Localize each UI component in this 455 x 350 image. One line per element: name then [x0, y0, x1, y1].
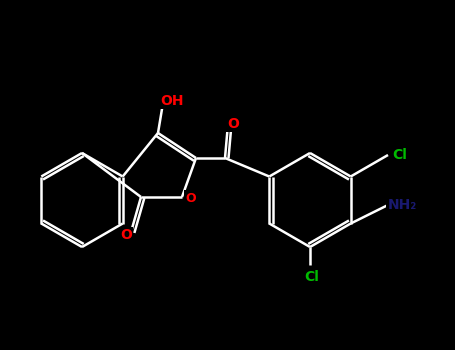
Text: NH₂: NH₂: [387, 198, 417, 212]
Text: O: O: [227, 117, 239, 131]
Text: Cl: Cl: [393, 148, 407, 162]
Text: O: O: [186, 191, 196, 204]
Text: Cl: Cl: [304, 270, 319, 284]
Text: O: O: [120, 228, 132, 242]
Text: OH: OH: [160, 94, 184, 108]
